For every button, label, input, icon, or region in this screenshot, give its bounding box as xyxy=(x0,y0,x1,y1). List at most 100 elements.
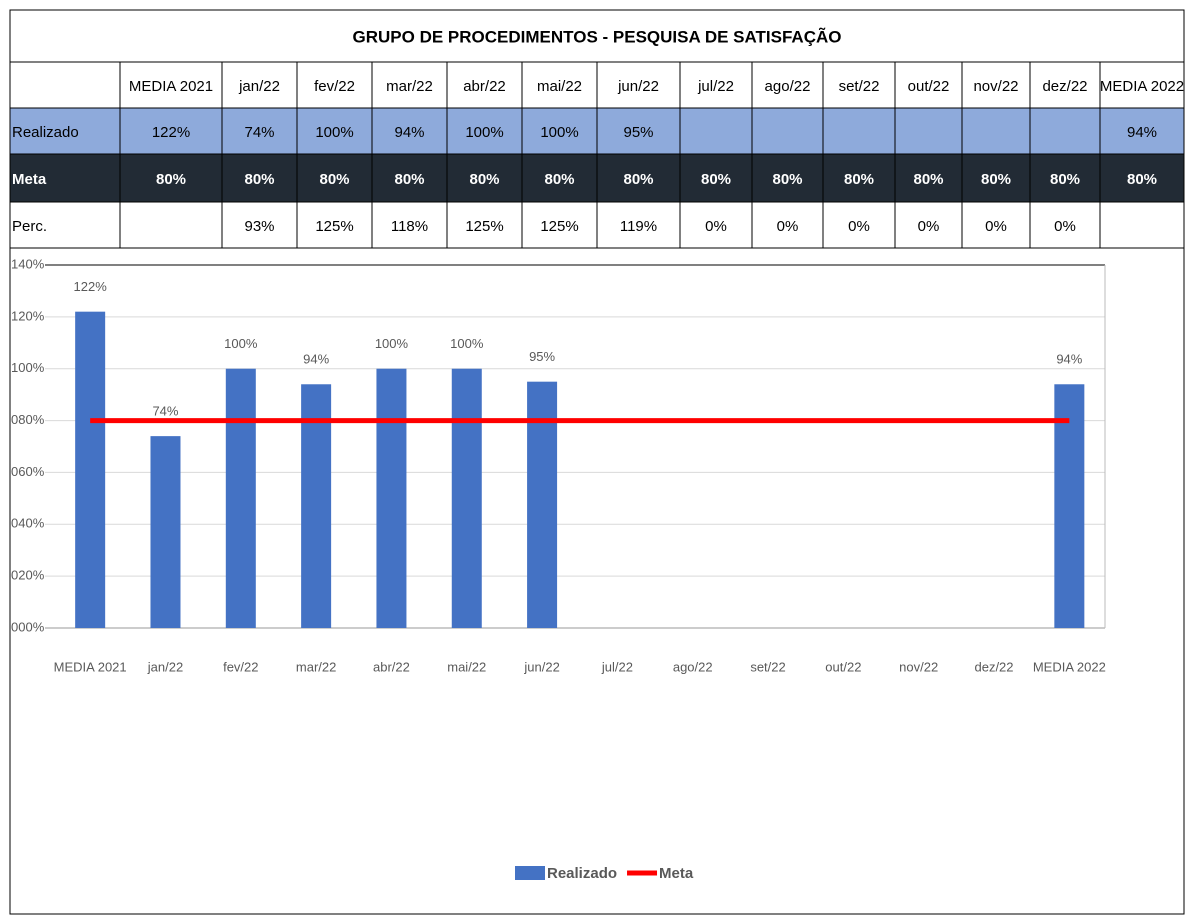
x-tick-label: set/22 xyxy=(750,659,785,674)
cell xyxy=(221,107,298,155)
cell xyxy=(822,107,896,155)
cell xyxy=(751,61,824,109)
cell-value: 80% xyxy=(844,171,874,188)
x-tick-label: mai/22 xyxy=(447,659,486,674)
cell-value: 80% xyxy=(701,171,731,188)
x-tick-label: abr/22 xyxy=(373,659,410,674)
column-header: jul/22 xyxy=(697,78,734,95)
bar xyxy=(75,311,106,628)
data-label: 100% xyxy=(224,336,258,351)
column-header: jun/22 xyxy=(617,78,659,95)
cell xyxy=(296,201,373,249)
cell-value: 118% xyxy=(391,218,428,235)
cell-value: 125% xyxy=(540,218,578,235)
y-tick-label: 000% xyxy=(11,619,45,634)
row-label: Realizado xyxy=(12,124,79,141)
bar xyxy=(451,368,482,628)
column-header: nov/22 xyxy=(973,78,1018,95)
cell-value: 94% xyxy=(394,124,424,141)
data-label: 74% xyxy=(152,404,178,419)
cell xyxy=(119,107,223,155)
cell-value: 80% xyxy=(469,171,499,188)
cell xyxy=(221,61,298,109)
row-label: Perc. xyxy=(12,218,47,235)
column-header: MEDIA 2022 xyxy=(1100,78,1184,95)
y-tick-label: 120% xyxy=(11,308,45,323)
cell-value: 100% xyxy=(465,124,503,141)
cell-value: 100% xyxy=(315,124,353,141)
cell xyxy=(596,201,681,249)
x-tick-label: fev/22 xyxy=(223,659,258,674)
cell-value: 0% xyxy=(777,218,799,235)
column-header: MEDIA 2021 xyxy=(129,78,213,95)
cell xyxy=(446,107,523,155)
cell xyxy=(521,107,598,155)
cell xyxy=(596,107,681,155)
cell-value: 0% xyxy=(1054,218,1076,235)
cell xyxy=(961,153,1031,203)
column-header: mar/22 xyxy=(386,78,433,95)
x-tick-label: mar/22 xyxy=(296,659,336,674)
data-label: 100% xyxy=(450,336,484,351)
x-tick-label: dez/22 xyxy=(974,659,1013,674)
y-tick-label: 100% xyxy=(11,360,45,375)
cell-value: 80% xyxy=(981,171,1011,188)
y-tick-label: 020% xyxy=(11,568,45,583)
data-label: 100% xyxy=(375,336,409,351)
x-tick-label: jan/22 xyxy=(147,659,183,674)
cell-value: 80% xyxy=(913,171,943,188)
cell xyxy=(371,153,448,203)
x-tick-label: jun/22 xyxy=(523,659,559,674)
cell xyxy=(119,201,223,249)
cell xyxy=(371,107,448,155)
column-header: abr/22 xyxy=(463,78,506,95)
cell-value: 0% xyxy=(918,218,940,235)
cell-value: 80% xyxy=(1050,171,1080,188)
data-label: 94% xyxy=(1056,352,1082,367)
table-title: GRUPO DE PROCEDIMENTOS - PESQUISA DE SAT… xyxy=(353,26,842,46)
y-tick-label: 080% xyxy=(11,412,45,427)
cell-value: 100% xyxy=(540,124,578,141)
column-header: fev/22 xyxy=(314,78,355,95)
cell xyxy=(1029,107,1101,155)
cell xyxy=(822,201,896,249)
cell xyxy=(1099,107,1185,155)
cell xyxy=(9,61,121,109)
cell-value: 0% xyxy=(848,218,870,235)
cell xyxy=(371,201,448,249)
cell xyxy=(221,201,298,249)
legend-label: Meta xyxy=(659,865,694,882)
chart-frame xyxy=(9,247,1185,915)
title-cell xyxy=(9,9,1185,63)
cell xyxy=(9,107,121,155)
x-tick-label: MEDIA 2022 xyxy=(1033,659,1106,674)
column-header: jan/22 xyxy=(238,78,280,95)
cell xyxy=(679,107,753,155)
column-header: ago/22 xyxy=(765,78,811,95)
cell xyxy=(751,201,824,249)
cell xyxy=(961,201,1031,249)
column-header: out/22 xyxy=(908,78,950,95)
x-tick-label: jul/22 xyxy=(601,659,633,674)
cell xyxy=(961,107,1031,155)
y-tick-label: 040% xyxy=(11,516,45,531)
cell xyxy=(679,201,753,249)
cell-value: 80% xyxy=(623,171,653,188)
cell-value: 93% xyxy=(244,218,274,235)
cell-value: 74% xyxy=(244,124,274,141)
y-tick-label: 060% xyxy=(11,464,45,479)
cell xyxy=(751,107,824,155)
cell xyxy=(9,201,121,249)
row-label: Meta xyxy=(12,171,47,188)
bar xyxy=(1054,384,1085,628)
bar xyxy=(150,436,181,628)
cell-value: 94% xyxy=(1127,124,1157,141)
cell xyxy=(894,107,963,155)
cell-value: 80% xyxy=(772,171,802,188)
data-label: 94% xyxy=(303,352,329,367)
cell xyxy=(894,201,963,249)
data-label: 122% xyxy=(74,279,108,294)
cell xyxy=(119,61,223,109)
cell-value: 119% xyxy=(620,218,657,235)
